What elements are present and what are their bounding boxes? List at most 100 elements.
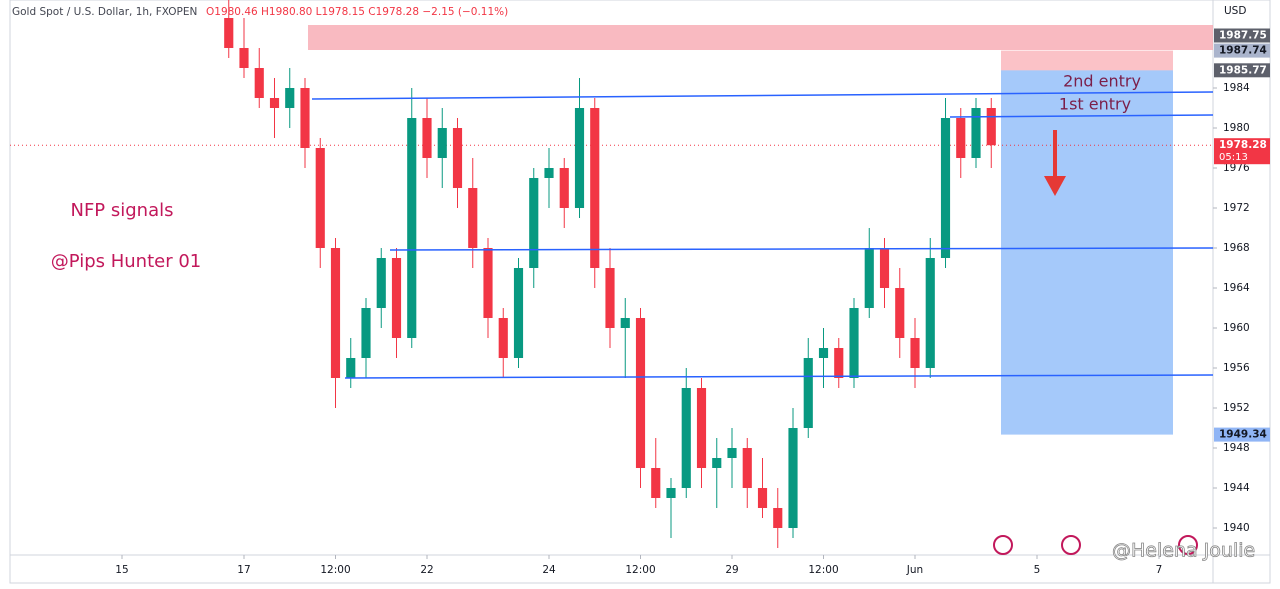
candle-body: [788, 428, 798, 528]
price-label: 1978.28: [1219, 139, 1267, 151]
x-tick-label: 12:00: [320, 564, 350, 576]
candle-body: [849, 308, 859, 378]
x-tick-label: 7: [1156, 564, 1163, 576]
candle-body: [224, 18, 234, 48]
candle-body: [925, 258, 935, 368]
candle-body: [239, 48, 249, 68]
y-tick-label: 1948: [1223, 442, 1250, 454]
candle-body: [269, 98, 280, 108]
x-tick-label: 15: [115, 564, 128, 576]
currency: USD: [1224, 5, 1246, 17]
arrow-head: [1044, 176, 1066, 196]
candle-body: [742, 448, 752, 488]
x-tick-label: 24: [542, 564, 556, 576]
support-line: [344, 374, 1214, 379]
price-label: 1987.75: [1219, 30, 1267, 42]
candle-body: [940, 118, 951, 258]
event-icon[interactable]: [1061, 535, 1081, 555]
x-tick-label: 12:00: [625, 564, 655, 576]
stop-zone: [1001, 50, 1173, 71]
candle-body: [818, 348, 829, 358]
candle-body: [773, 508, 783, 528]
price-label-bg: [1214, 28, 1270, 43]
candle-body: [330, 248, 341, 378]
support-line: [389, 247, 1214, 251]
x-tick-label: Jun: [906, 564, 923, 576]
candle-body: [346, 358, 356, 378]
candle-body: [285, 88, 295, 108]
candle-body: [498, 318, 508, 358]
candle-body: [620, 318, 630, 328]
x-tick-label: 22: [420, 564, 433, 576]
candle-body: [513, 268, 524, 358]
event-icons: [993, 535, 1198, 555]
x-tick-label: 17: [237, 564, 250, 576]
y-tick-label: 1940: [1223, 522, 1250, 534]
candle-body: [635, 318, 646, 468]
candle-body: [757, 488, 768, 508]
y-tick-label: 1952: [1223, 402, 1250, 414]
watermark: @Helena Joulie: [1112, 540, 1255, 562]
y-tick-label: 1984: [1223, 82, 1250, 94]
candle-body: [315, 148, 325, 248]
candle-body: [910, 338, 920, 368]
candle-body: [300, 88, 310, 148]
price-label: 1949.34: [1219, 429, 1267, 441]
y-tick-label: 1960: [1223, 322, 1250, 334]
candle-body: [422, 118, 432, 158]
target-zone: [1001, 70, 1173, 435]
trend-line: [311, 91, 1214, 100]
x-tick-label: 5: [1034, 564, 1041, 576]
candle-body: [834, 348, 844, 378]
y-tick-label: 1980: [1223, 122, 1250, 134]
candle-body: [361, 308, 371, 358]
candle-body: [895, 288, 905, 338]
frame: [9, 0, 1271, 584]
y-tick-label: 1956: [1223, 362, 1250, 374]
candle-body: [605, 268, 615, 328]
entry-line: [949, 114, 1214, 118]
x-tick-label: 29: [725, 564, 738, 576]
candle-body: [712, 458, 722, 468]
candle-body: [376, 258, 386, 308]
price-label-bg: [1214, 63, 1270, 78]
ohlc: O1980.46 H1980.80 L1978.15 C1978.28 −2.1…: [206, 6, 508, 18]
y-tick-label: 1972: [1223, 202, 1250, 214]
candle-body: [864, 248, 874, 308]
candle-body: [651, 468, 661, 498]
annotation: 2nd entry: [1063, 72, 1141, 91]
event-icon[interactable]: [993, 535, 1013, 555]
candle-body: [590, 108, 600, 268]
annotation: NFP signals: [70, 200, 173, 221]
y-tick-label: 1944: [1223, 482, 1250, 494]
x-tick-label: 12:00: [808, 564, 838, 576]
price-label-bg: [1214, 427, 1270, 442]
candle-body: [559, 168, 569, 208]
drawings: [311, 91, 1214, 379]
y-tick-label: 1968: [1223, 242, 1250, 254]
candle-body: [803, 358, 813, 428]
annotation: 1st entry: [1059, 95, 1131, 114]
candle-body: [681, 388, 691, 488]
candle-body: [544, 168, 554, 178]
candle-body: [483, 248, 493, 318]
candle-body: [727, 448, 737, 458]
candle-body: [254, 68, 264, 98]
price-label: 1987.74: [1219, 45, 1267, 57]
countdown: 05:13: [1219, 152, 1248, 163]
candle-body: [452, 128, 463, 188]
candle-body: [391, 258, 402, 338]
candle-body: [468, 188, 478, 248]
candle-body: [529, 178, 539, 268]
event-icon[interactable]: [1178, 535, 1198, 555]
price-label-bg: [1214, 43, 1270, 58]
candle-body: [437, 128, 447, 158]
y-tick-label: 1976: [1223, 162, 1250, 174]
candle-body: [986, 108, 996, 146]
candle-body: [666, 488, 676, 498]
candle-body: [574, 108, 585, 208]
resistance-zone: [308, 25, 1213, 50]
header: Gold Spot / U.S. Dollar, 1h, FXOPEN: [12, 6, 197, 18]
plot-area: [10, 0, 1213, 548]
